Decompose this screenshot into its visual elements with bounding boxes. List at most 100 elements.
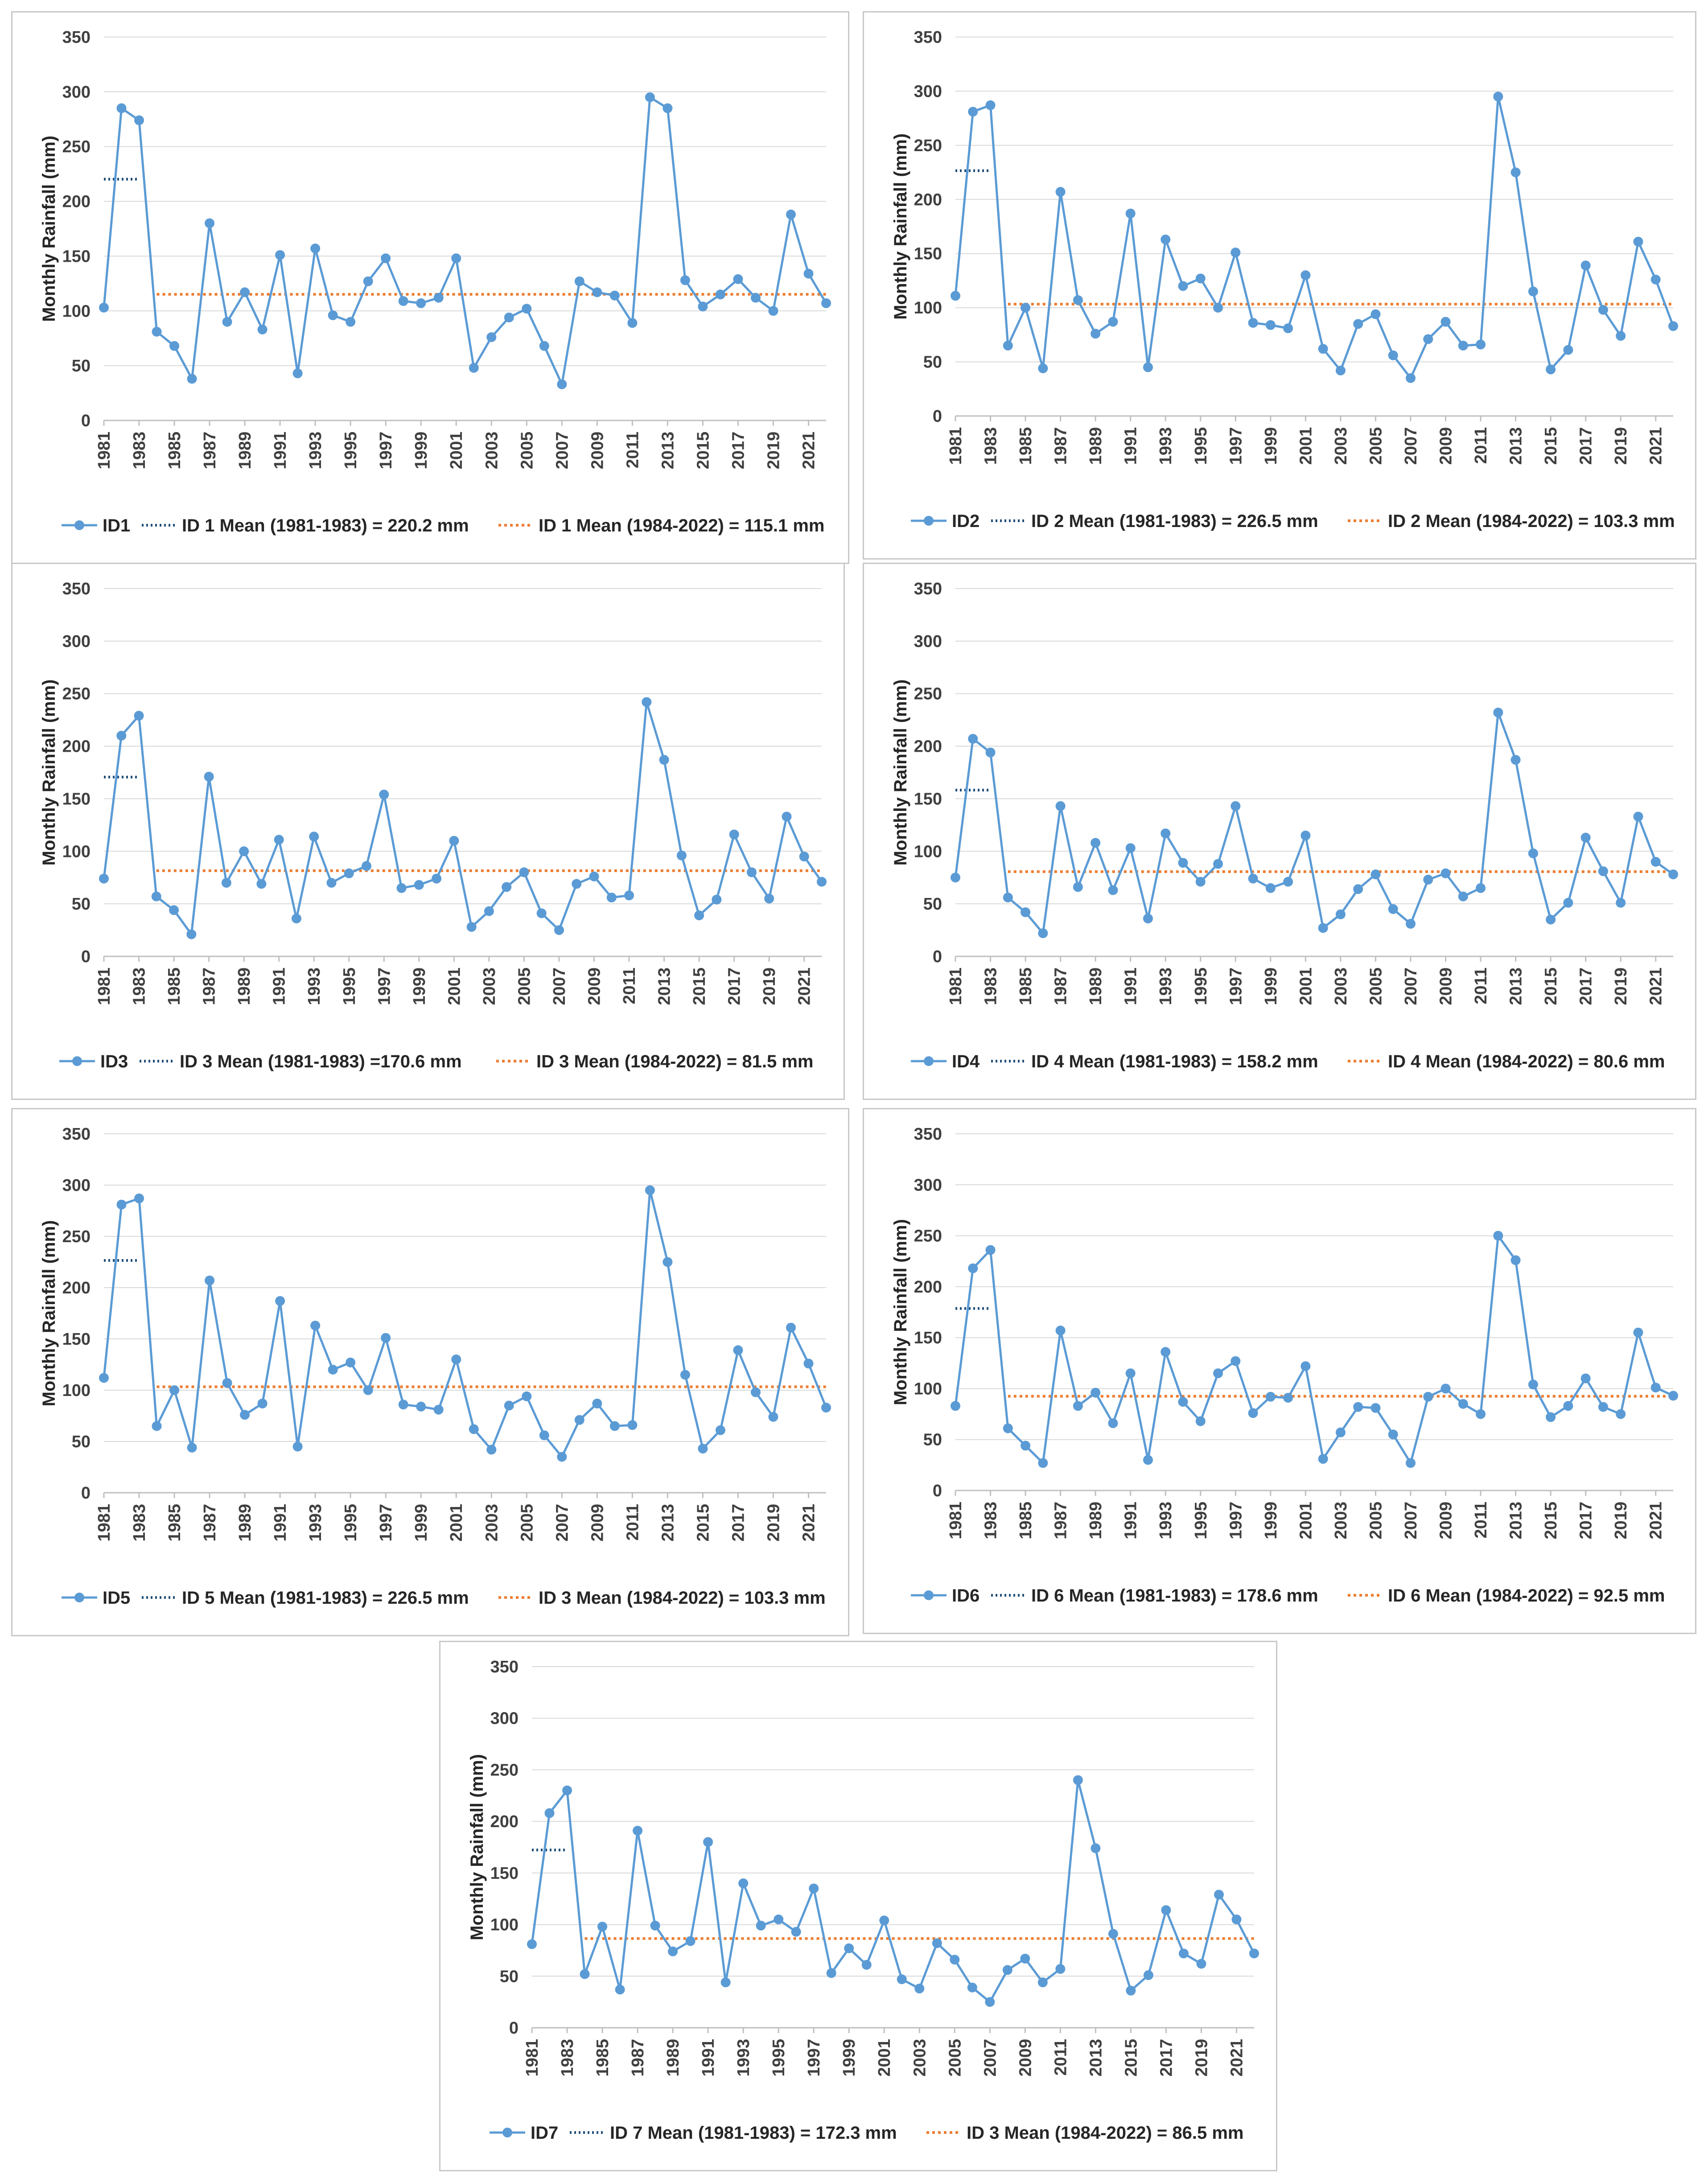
x-tick-label: 1987: [1052, 1502, 1070, 1540]
data-point: [1108, 1929, 1118, 1939]
data-point: [1265, 883, 1276, 893]
data-point: [205, 1275, 215, 1285]
x-tick-label: 1993: [734, 2039, 753, 2077]
x-tick-label: 2021: [1647, 427, 1666, 465]
x-tick-label: 2017: [729, 1504, 748, 1542]
data-point: [627, 1420, 638, 1430]
x-tick-label: 2017: [1577, 427, 1596, 465]
data-point: [1265, 1392, 1276, 1402]
data-point: [398, 1400, 408, 1410]
x-tick-label: 2021: [1227, 2039, 1246, 2077]
data-point: [1055, 1964, 1066, 1974]
y-axis-title: Monthly Rainfall (mm): [467, 1754, 487, 1940]
chart-panel-id3: 0 50 100 150 200 250 300 350 1981 1983 1985 1987 198…: [11, 563, 845, 1100]
data-point: [1318, 923, 1328, 933]
data-point: [344, 868, 354, 878]
y-tick-label: 0: [933, 407, 942, 426]
data-point: [151, 891, 161, 902]
x-tick-label: 1993: [306, 1504, 325, 1542]
y-tick-label: 300: [62, 1176, 91, 1195]
x-tick-label: 1991: [271, 432, 290, 469]
x-tick-label: 2005: [518, 432, 536, 469]
data-point: [1668, 1391, 1678, 1401]
data-point: [326, 878, 337, 888]
data-point: [169, 905, 179, 915]
data-point: [1335, 909, 1346, 919]
data-point: [1371, 309, 1381, 319]
data-point: [539, 1430, 549, 1441]
data-point: [1143, 1455, 1153, 1465]
x-tick-label: 1989: [1087, 427, 1105, 465]
y-tick-label: 50: [923, 353, 942, 372]
series-line: [954, 96, 1675, 380]
y-tick-label: 300: [914, 632, 942, 651]
x-tick-label: 2015: [1122, 2039, 1140, 2077]
data-point: [1580, 260, 1591, 271]
legend-early-mean-label: ID 4 Mean (1981-1983) = 158.2 mm: [1031, 1052, 1318, 1071]
y-tick-label: 250: [62, 1227, 91, 1246]
data-point: [668, 1946, 678, 1956]
legend-early-mean-label: ID 5 Mean (1981-1983) = 226.5 mm: [182, 1588, 469, 1608]
x-tick-label: 1989: [1087, 968, 1105, 1005]
x-tick-label: 1981: [947, 427, 965, 465]
legend-series-label: ID4: [952, 1052, 980, 1071]
x-tick-label: 1985: [1017, 427, 1035, 465]
data-point: [1423, 1392, 1433, 1402]
x-tick-label: 1999: [1262, 427, 1280, 465]
data-point: [486, 332, 497, 342]
y-tick-label: 350: [914, 580, 942, 598]
data-point: [169, 1385, 180, 1395]
x-tick-label: 2007: [981, 2039, 1000, 2077]
y-tick-label: 50: [923, 1431, 942, 1449]
data-point: [1073, 295, 1083, 305]
data-point: [451, 253, 461, 264]
data-point: [1423, 334, 1433, 344]
data-point: [1091, 1388, 1101, 1398]
data-point: [580, 1969, 590, 1979]
data-point: [1213, 303, 1223, 313]
chart-panel-id6: 0 50 100 150 200 250 300 350 1981 1983 1985 1987 198…: [863, 1108, 1696, 1634]
x-tick-label: 2003: [1332, 968, 1350, 1005]
data-point: [1073, 1775, 1083, 1785]
x-tick-label: 1995: [340, 968, 359, 1005]
data-point: [733, 274, 743, 284]
x-tick-label: 2015: [1542, 427, 1560, 465]
x-tick-label: 2021: [1647, 1502, 1666, 1540]
y-tick-label: 200: [62, 737, 91, 756]
y-axis-title: Monthly Rainfall (mm): [39, 136, 59, 322]
y-tick-label: 200: [62, 193, 91, 211]
data-point: [627, 318, 638, 328]
legend-series-label: ID7: [531, 2123, 558, 2143]
data-point: [1125, 1368, 1136, 1379]
x-tick-label: 2003: [1332, 1502, 1350, 1540]
x-tick-label: 2001: [445, 968, 464, 1005]
data-point: [1440, 317, 1451, 327]
data-point: [222, 317, 232, 327]
y-axis-title: Monthly Rainfall (mm): [39, 679, 59, 866]
x-tick-label: 2011: [1472, 968, 1490, 1004]
data-point: [756, 1920, 766, 1931]
data-point: [703, 1837, 713, 1847]
x-tick-label: 1997: [1226, 968, 1245, 1005]
x-tick-label: 2019: [764, 1504, 783, 1542]
data-point: [680, 1370, 690, 1380]
x-tick-label: 2015: [690, 968, 709, 1005]
data-point: [99, 873, 109, 884]
data-point: [134, 711, 144, 721]
data-point: [1476, 1409, 1486, 1419]
y-tick-label: 100: [62, 1381, 91, 1400]
data-point: [1616, 331, 1626, 341]
legend-late-mean-label: ID 3 Mean (1984-2022) = 81.5 mm: [536, 1052, 813, 1071]
x-tick-label: 1991: [1122, 427, 1140, 465]
data-point: [257, 325, 268, 335]
y-tick-label: 200: [914, 1278, 942, 1297]
data-point: [1405, 373, 1416, 383]
data-point: [256, 879, 267, 889]
x-tick-label: 2007: [553, 1504, 572, 1542]
chart-id7: 0 50 100 150 200 250 300 350 1981 1983 1985 1987 198…: [467, 1658, 1259, 2143]
data-point: [720, 1977, 731, 1988]
data-point: [222, 1378, 232, 1388]
data-point: [799, 852, 809, 862]
x-tick-label: 2015: [694, 1504, 712, 1542]
data-point: [750, 292, 761, 303]
